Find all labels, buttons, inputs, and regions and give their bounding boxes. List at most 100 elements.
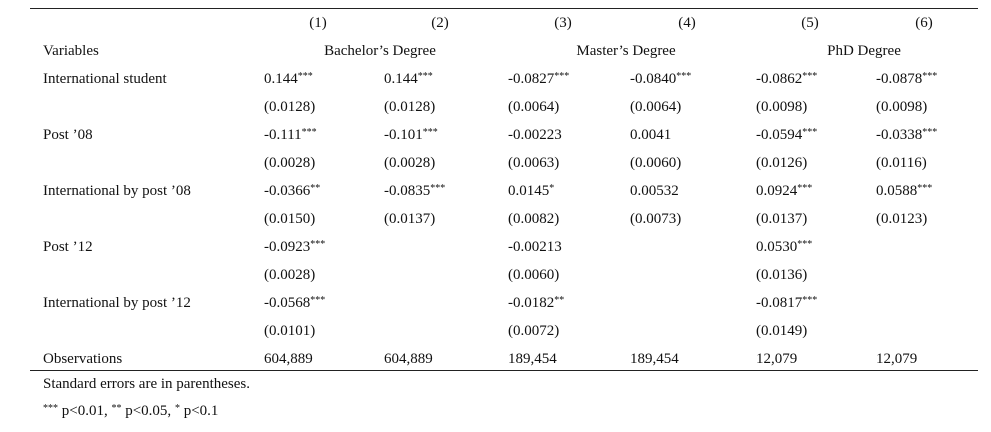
coefficient-cell: -0.0568*** bbox=[258, 289, 378, 317]
variables-header: Variables bbox=[43, 42, 99, 59]
coefficient-value: -0.0923 bbox=[264, 238, 311, 255]
significance-stars: * bbox=[549, 182, 555, 194]
note-significance: *** p<0.01, ** p<0.05, * p<0.1 bbox=[43, 403, 218, 420]
variable-label: Post ’12 bbox=[43, 238, 93, 255]
significance-stars: *** bbox=[917, 182, 933, 194]
standard-error-cell: (0.0064) bbox=[630, 98, 682, 115]
variable-label: Post ’08 bbox=[43, 126, 93, 143]
coefficient-value: -0.0878 bbox=[876, 70, 923, 87]
coefficient-value: 0.0530 bbox=[756, 238, 798, 255]
se-label-empty bbox=[30, 149, 258, 177]
col-number: (3) bbox=[554, 14, 572, 31]
standard-error-cell: (0.0128) bbox=[264, 98, 316, 115]
standard-error-cell bbox=[378, 261, 502, 289]
coefficient-value: -0.0182 bbox=[508, 294, 555, 311]
coefficient-value: 0.144 bbox=[384, 70, 418, 87]
standard-error-cell bbox=[870, 261, 978, 289]
coefficient-cell: -0.0862*** bbox=[750, 65, 870, 93]
se-label-empty bbox=[30, 261, 258, 289]
coefficient-value: -0.0817 bbox=[756, 294, 803, 311]
group-bachelors: Bachelor’s Degree bbox=[324, 42, 436, 59]
coef-row: International student 0.144*** 0.144*** -0.… bbox=[30, 65, 978, 93]
observations-label: Observations bbox=[43, 350, 123, 367]
col-number: (2) bbox=[431, 14, 449, 31]
coefficient-value: 0.144 bbox=[264, 70, 298, 87]
standard-error-cell: (0.0028) bbox=[384, 154, 436, 171]
coefficient-value: 0.0145 bbox=[508, 182, 550, 199]
standard-error-cell: (0.0063) bbox=[508, 154, 560, 171]
significance-stars: *** bbox=[676, 70, 692, 82]
table-bottom-rule bbox=[30, 370, 978, 372]
coefficient-cell bbox=[624, 233, 750, 261]
coefficient-cell: 0.0145* bbox=[502, 177, 624, 205]
significance-stars: *** bbox=[417, 70, 433, 82]
se-label-empty bbox=[30, 93, 258, 121]
coefficient-cell bbox=[624, 289, 750, 317]
col-number: (4) bbox=[678, 14, 696, 31]
significance-stars: *** bbox=[802, 294, 818, 306]
coef-row: Post ’12 -0.0923*** -0.00213 0.0530*** bbox=[30, 233, 978, 261]
coefficient-value: -0.00213 bbox=[508, 238, 562, 255]
standard-error-cell: (0.0098) bbox=[876, 98, 928, 115]
coefficient-value: -0.111 bbox=[264, 126, 302, 143]
standard-error-cell: (0.0060) bbox=[508, 266, 560, 283]
observations-cell: 12,079 bbox=[876, 350, 918, 367]
standard-error-cell: (0.0082) bbox=[508, 210, 560, 227]
coefficient-value: 0.00532 bbox=[630, 182, 679, 199]
significance-stars: *** bbox=[802, 126, 818, 138]
coefficient-cell bbox=[378, 289, 502, 317]
standard-error-cell: (0.0072) bbox=[508, 322, 560, 339]
coefficient-cell: 0.0530*** bbox=[750, 233, 870, 261]
coefficient-cell: 0.144*** bbox=[258, 65, 378, 93]
standard-error-cell bbox=[378, 317, 502, 345]
se-row: (0.0028) (0.0028) (0.0063) (0.0060) (0.0126)… bbox=[30, 149, 978, 177]
standard-error-cell: (0.0116) bbox=[876, 154, 927, 171]
sig-stars: ** bbox=[111, 403, 122, 414]
standard-error-cell: (0.0128) bbox=[384, 98, 436, 115]
significance-stars: *** bbox=[802, 70, 818, 82]
coefficient-cell: -0.00213 bbox=[502, 233, 624, 261]
coefficient-value: -0.0568 bbox=[264, 294, 311, 311]
note-standard-errors: Standard errors are in parentheses. bbox=[43, 376, 250, 392]
sig-stars: * bbox=[174, 403, 180, 414]
significance-stars: ** bbox=[554, 294, 565, 306]
observations-cell: 12,079 bbox=[756, 350, 798, 367]
coefficient-value: -0.0835 bbox=[384, 182, 431, 199]
coefficient-cell: -0.111*** bbox=[258, 121, 378, 149]
coefficient-cell: -0.0366** bbox=[258, 177, 378, 205]
standard-error-cell: (0.0150) bbox=[264, 210, 316, 227]
standard-error-cell bbox=[624, 317, 750, 345]
coefficient-value: -0.101 bbox=[384, 126, 423, 143]
significance-stars: *** bbox=[922, 70, 938, 82]
coefficient-cell bbox=[870, 289, 978, 317]
coefficient-cell: -0.0182** bbox=[502, 289, 624, 317]
coefficient-value: -0.0366 bbox=[264, 182, 311, 199]
coef-row: Post ’08 -0.111*** -0.101*** -0.00223 0.0041… bbox=[30, 121, 978, 149]
coefficient-cell: 0.0588*** bbox=[870, 177, 978, 205]
se-row: (0.0101) (0.0072) (0.0149) bbox=[30, 317, 978, 345]
sig-text: p<0.1 bbox=[179, 403, 219, 419]
significance-stars: *** bbox=[554, 70, 570, 82]
se-label-empty bbox=[30, 317, 258, 345]
standard-error-cell: (0.0101) bbox=[264, 322, 316, 339]
coefficient-cell: -0.0338*** bbox=[870, 121, 978, 149]
significance-stars: *** bbox=[797, 182, 813, 194]
coefficient-value: -0.0827 bbox=[508, 70, 555, 87]
col-number: (5) bbox=[801, 14, 819, 31]
observations-cell: 604,889 bbox=[264, 350, 313, 367]
standard-error-cell: (0.0028) bbox=[264, 266, 316, 283]
standard-error-cell: (0.0149) bbox=[756, 322, 808, 339]
standard-error-cell: (0.0073) bbox=[630, 210, 682, 227]
coefficient-value: -0.0594 bbox=[756, 126, 803, 143]
standard-error-cell: (0.0137) bbox=[384, 210, 436, 227]
standard-error-cell: (0.0126) bbox=[756, 154, 808, 171]
coefficient-cell: -0.0827*** bbox=[502, 65, 624, 93]
coefficient-cell: 0.00532 bbox=[624, 177, 750, 205]
coefficient-cell: -0.0923*** bbox=[258, 233, 378, 261]
coefficient-cell: -0.0817*** bbox=[750, 289, 870, 317]
coefficient-value: -0.0840 bbox=[630, 70, 677, 87]
column-number-row: (1) (2) (3) (4) (5) (6) bbox=[30, 9, 978, 37]
coefficient-cell: -0.0878*** bbox=[870, 65, 978, 93]
coef-row: International by post ’08 -0.0366** -0.083… bbox=[30, 177, 978, 205]
group-masters: Master’s Degree bbox=[576, 42, 676, 59]
